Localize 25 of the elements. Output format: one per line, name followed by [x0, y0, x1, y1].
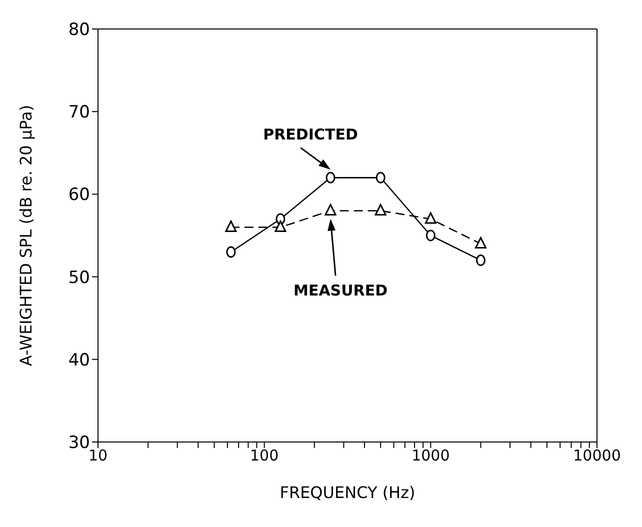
point [226, 246, 236, 258]
point [326, 172, 336, 184]
y-tick-label: 60 [68, 185, 90, 206]
y-tick-label: 30 [68, 433, 90, 454]
text: PREDICTED [263, 126, 358, 144]
point [374, 204, 386, 216]
point [474, 237, 486, 249]
point [324, 204, 336, 216]
point [376, 172, 386, 184]
x-tick-label: 1000 [412, 446, 450, 465]
text: MEASURED [294, 282, 388, 300]
y-tick-label: 40 [68, 350, 90, 370]
point [476, 254, 486, 266]
point [225, 220, 237, 232]
point [424, 212, 436, 224]
x-axis-title: FREQUENCY (Hz) [280, 483, 416, 502]
y-tick-label: 70 [68, 102, 90, 123]
x-tick-label: 10000 [573, 446, 621, 465]
y-tick-label: 50 [68, 268, 90, 288]
point [426, 230, 436, 242]
point [274, 220, 286, 232]
x-tick-label: 10 [88, 446, 108, 465]
x-tick-label: 100 [250, 446, 279, 465]
y-tick-label: 80 [68, 20, 90, 40]
y-axis-title: A-WEIGHTED SPL (dB re. 20 μPa) [16, 104, 36, 366]
